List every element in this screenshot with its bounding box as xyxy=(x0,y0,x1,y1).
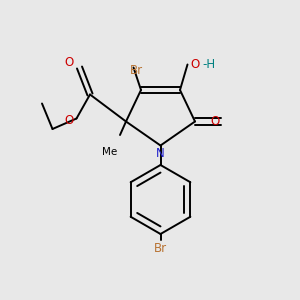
Text: -H: -H xyxy=(202,58,216,70)
Text: N: N xyxy=(156,147,165,160)
Text: Br: Br xyxy=(130,64,143,76)
Text: O: O xyxy=(64,113,74,127)
Text: O: O xyxy=(210,115,219,128)
Text: Me: Me xyxy=(102,147,117,157)
Text: O: O xyxy=(190,58,200,70)
Text: O: O xyxy=(64,56,74,70)
Text: Br: Br xyxy=(154,242,167,255)
